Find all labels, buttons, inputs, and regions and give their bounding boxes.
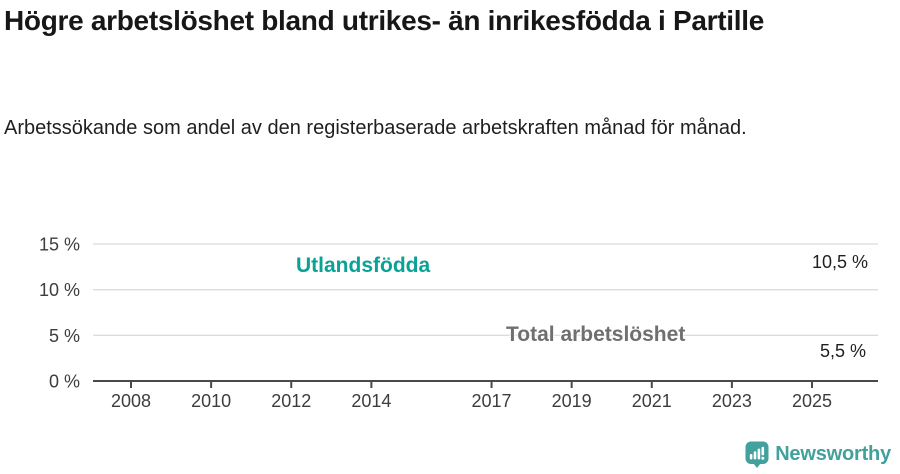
end-value-total: 5,5 % [819,341,866,361]
y-axis-tick-label: 5 % [49,326,80,346]
chart-subtitle: Arbetssökande som andel av den registerb… [4,117,747,139]
x-axis-tick-label: 2017 [472,391,512,411]
x-axis-tick-label: 2008 [111,391,151,411]
x-axis-tick-label: 2014 [351,391,391,411]
x-axis-tick-label: 2019 [552,391,592,411]
x-axis-tick-label: 2012 [271,391,311,411]
x-axis-tick-label: 2023 [712,391,752,411]
series-label-utlandsfodda: Utlandsfödda [296,254,431,277]
x-axis-tick-label: 2021 [632,391,672,411]
end-value-utlandsfodda: 10,5 % [811,252,868,272]
newsworthy-wordmark: Newsworthy [775,443,891,465]
y-axis-tick-label: 15 % [39,235,80,255]
newsworthy-logo: Newsworthy [745,441,891,468]
x-axis-tick-label: 2025 [792,391,832,411]
series-label-total-arbetsloshet: Total arbetslöshet [506,323,686,346]
x-axis-tick-label: 2010 [191,391,231,411]
y-axis-tick-label: 10 % [39,280,80,300]
y-axis-tick-label: 0 % [49,372,80,392]
bar-chart-speech-bubble-icon [745,441,769,468]
chart-title: Högre arbetslöshet bland utrikes- än inr… [4,5,764,36]
